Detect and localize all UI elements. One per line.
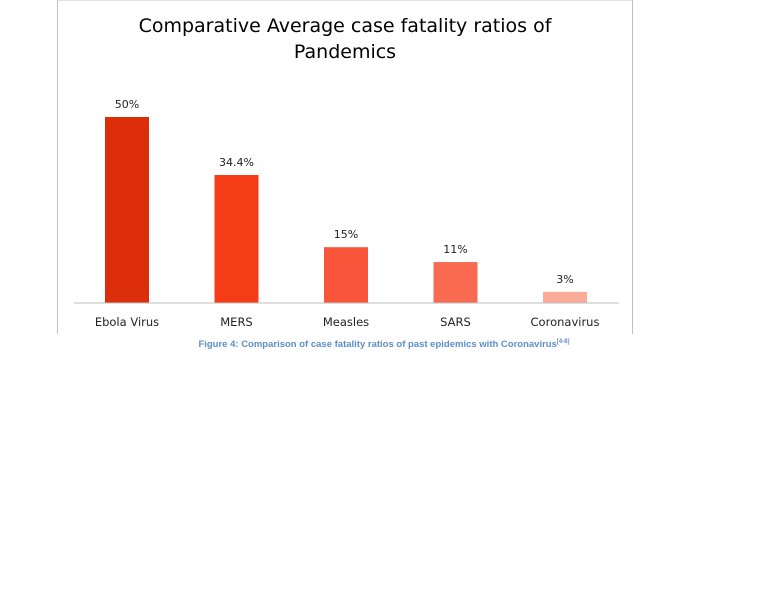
x-tick-label-ebola-virus: Ebola Virus [95,315,159,329]
figure-caption-reference: [4-8] [556,339,570,345]
bar-ebola-virus [105,117,149,303]
data-label-measles: 15% [334,228,358,241]
chart-title-line-2: Pandemics [294,41,396,63]
data-label-sars: 11% [443,243,467,256]
bar-sars [433,262,478,303]
x-tick-label-sars: SARS [440,315,471,329]
data-label-coronavirus: 3% [556,273,573,286]
chart-title-line-1: Comparative Average case fatality ratios… [139,15,553,37]
bar-coronavirus [543,291,587,303]
x-tick-label-measles: Measles [323,315,369,329]
chart-frame: Comparative Average case fatality ratios… [57,0,633,334]
bar-measles [324,247,368,303]
data-label-mers: 34.4% [219,156,254,169]
bar-chart: Comparative Average case fatality ratios… [74,15,619,329]
data-label-ebola-virus: 50% [115,98,139,111]
figure-caption-text: Figure 4: Comparison of case fatality ra… [198,339,557,351]
x-tick-label-coronavirus: Coronavirus [531,315,600,329]
figure-caption: Figure 4: Comparison of case fatality ra… [0,339,768,350]
x-tick-label-mers: MERS [220,315,252,329]
bar-mers [214,175,259,303]
bars-layer: 50% Ebola Virus 34.4% MERS 15% Measles 11% SARS… [95,98,600,329]
